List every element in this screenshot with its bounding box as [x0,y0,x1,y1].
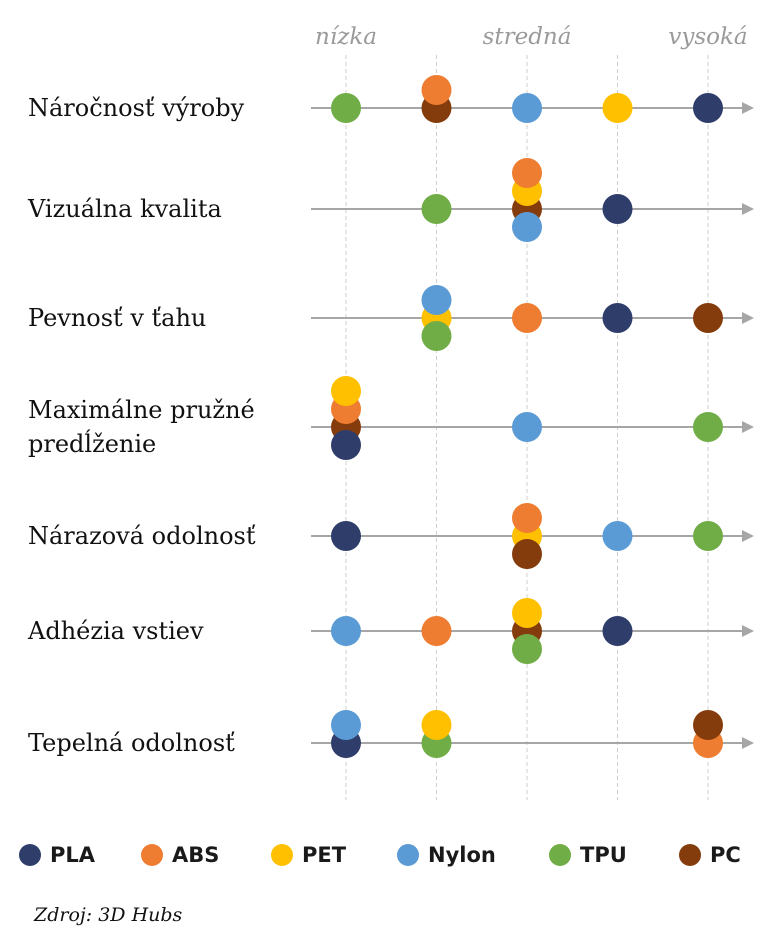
row-label: Adhézia vstiev [27,617,204,645]
legend-label: PET [302,843,347,867]
level-label: vysoká [668,24,747,50]
arrow-head [742,312,754,324]
row-label: Nárazová odolnosť [28,522,256,550]
data-point-nylon [512,212,542,242]
arrow-head [742,203,754,215]
data-point-pc [512,539,542,569]
level-label: stredná [483,24,572,50]
data-point-tpu [421,321,452,351]
legend-item-pla: PLA [19,843,96,867]
arrow-head [742,625,754,637]
legend-marker [19,844,41,866]
data-point-pla [331,521,361,551]
data-point-tpu [331,93,361,123]
data-point-pet [331,376,361,406]
data-point-pla [693,93,723,123]
legend-item-nylon: Nylon [397,843,496,867]
legend-marker [397,844,419,866]
source-note: Zdroj: 3D Hubs [34,904,183,926]
arrow-head [742,102,754,114]
legend-marker [271,844,293,866]
data-point-tpu [512,634,542,664]
arrow-head [742,737,754,749]
legend-item-tpu: TPU [549,843,627,867]
data-point-pc [693,303,723,333]
data-point-pet [602,93,633,123]
data-point-nylon [602,521,633,551]
data-point-nylon [421,285,452,315]
data-point-tpu [693,412,723,442]
data-point-pla [602,616,633,646]
row-label: Maximálne pružné predĺženie [28,396,255,458]
legend-marker [549,844,571,866]
legend-item-pet: PET [271,843,347,867]
data-point-abs [512,158,542,188]
data-point-abs [421,616,452,646]
level-label: nízka [315,24,377,50]
data-point-pla [602,303,633,333]
row-label: Tepelná odolnosť [28,729,235,757]
data-point-tpu [693,521,723,551]
data-point-tpu [421,194,452,224]
row-label: Vizuálna kvalita [27,195,222,223]
data-point-abs [512,503,542,533]
legend-label: PLA [50,843,96,867]
arrow-head [742,530,754,542]
legend-marker [141,844,163,866]
data-point-pc [693,710,723,740]
row-label: Pevnosť v ťahu [28,304,206,332]
data-point-pet [512,598,542,628]
data-point-abs [421,75,452,105]
legend-label: TPU [580,843,627,867]
data-point-nylon [331,710,361,740]
data-point-pla [331,430,361,460]
data-point-nylon [512,412,542,442]
legend-item-pc: PC [679,843,741,867]
data-point-nylon [512,93,542,123]
data-point-abs [512,303,542,333]
legend-marker [679,844,701,866]
data-point-pet [421,710,452,740]
legend-label: ABS [172,843,219,867]
legend-item-abs: ABS [141,843,219,867]
data-point-nylon [331,616,361,646]
row-label: Náročnosť výroby [28,94,245,122]
arrow-head [742,421,754,433]
legend-label: Nylon [428,843,496,867]
legend-label: PC [710,843,741,867]
data-point-pla [602,194,633,224]
